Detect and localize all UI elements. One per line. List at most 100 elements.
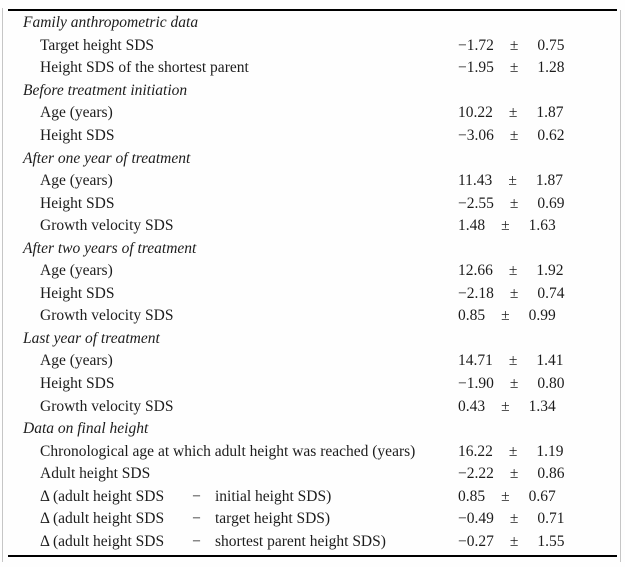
- row-label: Target height SDS: [40, 36, 155, 54]
- minus-operator: −: [192, 487, 201, 505]
- mean-value: 10.22: [458, 104, 493, 122]
- plus-minus-sign: ±: [509, 284, 519, 302]
- row-values: 11.43 ±1.87: [458, 172, 563, 190]
- table-row: Age (years) 10.22 ±1.87: [0, 102, 625, 125]
- table-row: Δ (adult height SDS − target height SDS) −0…: [0, 508, 625, 531]
- row-label-part2: target height SDS): [215, 510, 331, 528]
- section-header-label: Data on final height: [23, 420, 149, 438]
- table-row: Growth velocity SDS 0.43 ±1.34: [0, 395, 625, 418]
- plus-minus-sign: ±: [509, 532, 519, 550]
- row-label: Δ (adult height SDS − shortest parent heig…: [0, 533, 458, 551]
- row-label-part2: initial height SDS): [215, 487, 332, 505]
- row-values: −1.90 ±0.80: [458, 375, 565, 393]
- row-label-part1: Δ (adult height SDS: [40, 510, 165, 528]
- sd-value: 1.28: [537, 59, 565, 77]
- plus-minus-sign: ±: [501, 397, 510, 415]
- sd-value: 0.71: [537, 510, 565, 528]
- sd-value: 0.74: [537, 284, 565, 302]
- section-header-label: Before treatment initiation: [23, 81, 188, 99]
- row-values: −0.49 ±0.71: [458, 510, 565, 528]
- row-label: Chronological age at which adult height …: [40, 442, 416, 460]
- row-label: Age (years): [40, 262, 113, 280]
- sd-value: 0.75: [537, 36, 565, 54]
- mean-value: −2.55: [458, 194, 494, 212]
- row-label: Age (years): [40, 104, 113, 122]
- minus-operator: −: [192, 532, 201, 550]
- row-values: −2.18 ±0.74: [458, 285, 565, 303]
- row-values: −3.06 ±0.62: [458, 127, 565, 145]
- row-label: Δ (adult height SDS − target height SDS): [0, 510, 458, 528]
- row-values: 0.85 ±0.99: [458, 307, 556, 325]
- sd-value: 1.87: [536, 104, 564, 122]
- row-values: 0.85 ±0.67: [458, 488, 556, 506]
- table-row: Chronological age at which adult height …: [0, 440, 625, 463]
- row-label: Growth velocity SDS: [40, 397, 174, 415]
- left-scan-edge: [2, 8, 3, 562]
- sd-value: 0.99: [528, 307, 556, 325]
- row-label: Age (years): [40, 172, 113, 190]
- table-rows: Family anthropometric data Target height …: [0, 12, 625, 553]
- mean-value: −2.22: [458, 465, 494, 483]
- plus-minus-sign: ±: [501, 487, 510, 505]
- sd-value: 1.92: [536, 262, 564, 280]
- section-header-row: After two years of treatment: [0, 237, 625, 260]
- section-header-label: After one year of treatment: [23, 149, 191, 167]
- table-row: Height SDS −2.18 ±0.74: [0, 283, 625, 306]
- sd-value: 0.86: [537, 465, 565, 483]
- row-label: Age (years): [40, 352, 113, 370]
- plus-minus-sign: ±: [508, 262, 518, 280]
- mean-value: 0.43: [458, 397, 486, 415]
- plus-minus-sign: ±: [501, 217, 510, 235]
- section-header-row: Last year of treatment: [0, 328, 625, 351]
- row-values: 0.43 ±1.34: [458, 398, 556, 416]
- sd-value: 1.19: [536, 442, 564, 460]
- mean-value: 16.22: [458, 442, 493, 460]
- mean-value: −1.90: [458, 375, 494, 393]
- sd-value: 0.67: [528, 487, 556, 505]
- table-row: Δ (adult height SDS − initial height SDS) 0…: [0, 485, 625, 508]
- plus-minus-sign: ±: [509, 194, 519, 212]
- sd-value: 1.63: [528, 217, 556, 235]
- plus-minus-sign: ±: [508, 352, 518, 370]
- plus-minus-sign: ±: [508, 172, 517, 190]
- mean-value: −1.95: [458, 59, 494, 77]
- row-values: −1.95 ±1.28: [458, 59, 565, 77]
- minus-operator: −: [192, 510, 201, 528]
- section-header-row: Family anthropometric data: [0, 12, 625, 35]
- right-scan-edge: [620, 10, 621, 562]
- section-header-row: After one year of treatment: [0, 147, 625, 170]
- mean-value: 1.48: [458, 217, 486, 235]
- sd-value: 0.69: [537, 194, 565, 212]
- plus-minus-sign: ±: [508, 104, 518, 122]
- mean-value: −1.72: [458, 36, 494, 54]
- sd-value: 1.55: [537, 532, 565, 550]
- sd-value: 1.34: [528, 397, 556, 415]
- plus-minus-sign: ±: [509, 36, 519, 54]
- table-row: Δ (adult height SDS − shortest parent heig…: [0, 531, 625, 554]
- table-row: Age (years) 14.71 ±1.41: [0, 350, 625, 373]
- mean-value: 12.66: [458, 262, 493, 280]
- plus-minus-sign: ±: [501, 307, 510, 325]
- mean-value: −3.06: [458, 127, 494, 144]
- sd-value: 1.87: [535, 172, 563, 190]
- mean-value: 11.43: [458, 172, 493, 190]
- row-label-part1: Δ (adult height SDS: [40, 532, 165, 550]
- section-header-label: Family anthropometric data: [23, 14, 199, 32]
- table-row: Growth velocity SDS 1.48 ±1.63: [0, 215, 625, 238]
- plus-minus-sign: ±: [509, 510, 519, 528]
- row-label-part1: Δ (adult height SDS: [40, 487, 165, 505]
- row-values: −1.72 ±0.75: [458, 37, 565, 55]
- table-row: Age (years) 12.66 ±1.92: [0, 260, 625, 283]
- sd-value: 0.62: [537, 127, 565, 144]
- row-label-part2: shortest parent height SDS): [215, 532, 386, 550]
- table-row: Age (years) 11.43 ±1.87: [0, 170, 625, 193]
- row-label: Growth velocity SDS: [40, 217, 174, 235]
- row-label: Height SDS: [40, 127, 115, 144]
- row-values: 1.48 ±1.63: [458, 217, 556, 235]
- section-header-row: Data on final height: [0, 418, 625, 441]
- plus-minus-sign: ±: [509, 375, 519, 393]
- mean-value: −0.27: [458, 532, 494, 550]
- table-row: Growth velocity SDS 0.85 ±0.99: [0, 305, 625, 328]
- row-label: Height SDS of the shortest parent: [40, 59, 249, 77]
